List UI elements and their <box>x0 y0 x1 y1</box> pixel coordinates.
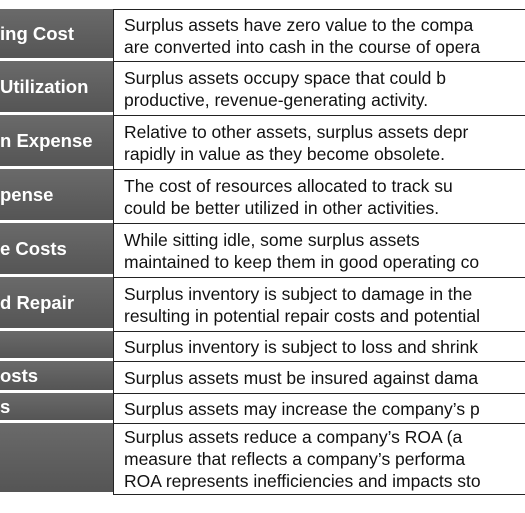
row-label: d Repair <box>0 277 113 331</box>
row-label: e Costs <box>0 223 113 277</box>
row-description: While sitting idle, some surplus assets … <box>113 223 525 277</box>
row-description: Surplus assets have zero value to the co… <box>113 9 525 61</box>
table-row: Utilization Surplus assets occupy space … <box>0 61 525 115</box>
row-description: The cost of resources allocated to track… <box>113 169 525 223</box>
row-label: n Expense <box>0 115 113 169</box>
row-label <box>0 331 113 361</box>
table-row: d Repair Surplus inventory is subject to… <box>0 277 525 331</box>
table-row: Surplus inventory is subject to loss and… <box>0 331 525 361</box>
surplus-asset-costs-table: ing Cost Surplus assets have zero value … <box>0 9 525 495</box>
table-row: s Surplus assets may increase the compan… <box>0 393 525 423</box>
table-row: ing Cost Surplus assets have zero value … <box>0 9 525 61</box>
table-row: pense The cost of resources allocated to… <box>0 169 525 223</box>
table-row: n Expense Relative to other assets, surp… <box>0 115 525 169</box>
row-description: Surplus assets must be insured against d… <box>113 361 525 393</box>
row-label: ing Cost <box>0 9 113 61</box>
row-description: Surplus inventory is subject to loss and… <box>113 331 525 361</box>
row-label: s <box>0 393 113 423</box>
row-description: Surplus assets reduce a company’s ROA (a… <box>113 423 525 495</box>
table-row: osts Surplus assets must be insured agai… <box>0 361 525 393</box>
row-label: osts <box>0 361 113 393</box>
table-row: Surplus assets reduce a company’s ROA (a… <box>0 423 525 495</box>
row-description: Surplus assets occupy space that could b… <box>113 61 525 115</box>
table-row: e Costs While sitting idle, some surplus… <box>0 223 525 277</box>
row-description: Surplus inventory is subject to damage i… <box>113 277 525 331</box>
row-description: Relative to other assets, surplus assets… <box>113 115 525 169</box>
row-label: Utilization <box>0 61 113 115</box>
row-label <box>0 423 113 495</box>
row-label: pense <box>0 169 113 223</box>
row-description: Surplus assets may increase the company’… <box>113 393 525 423</box>
